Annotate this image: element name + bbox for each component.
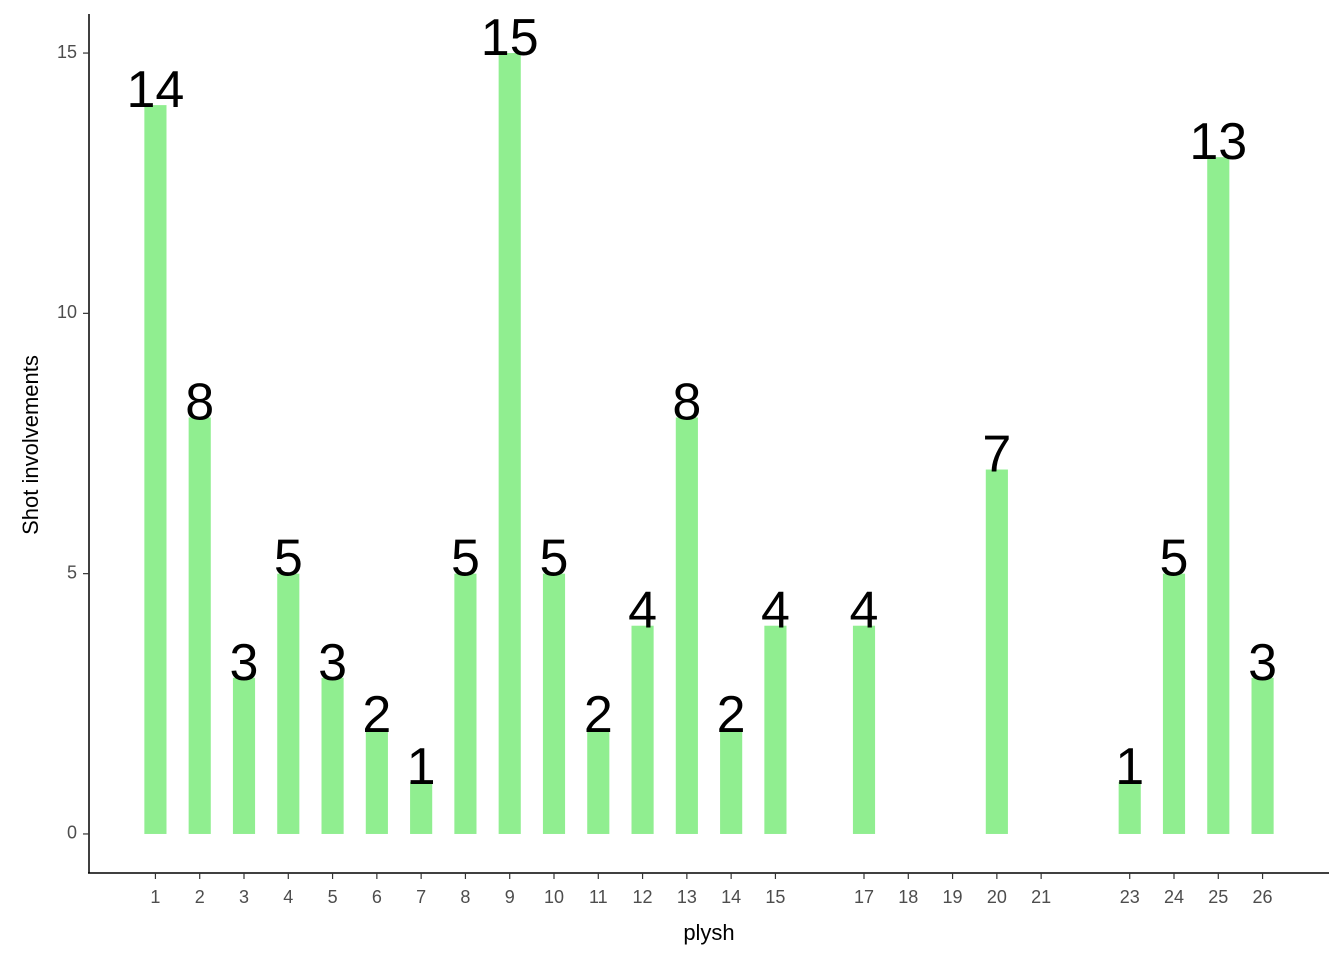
bar — [764, 625, 787, 834]
bar — [587, 729, 610, 834]
value-label: 8 — [672, 373, 701, 431]
value-label: 5 — [540, 530, 569, 588]
value-label: 1 — [407, 738, 436, 796]
y-axis-title: Shot involvements — [18, 355, 43, 535]
x-tick-label: 13 — [677, 887, 697, 907]
bar — [720, 729, 743, 834]
bar — [1118, 781, 1141, 834]
x-tick-label: 8 — [460, 887, 470, 907]
x-tick-label: 6 — [372, 887, 382, 907]
value-label: 14 — [127, 61, 185, 119]
value-label: 8 — [185, 373, 214, 431]
value-label: 3 — [318, 634, 347, 692]
x-tick-label: 12 — [633, 887, 653, 907]
x-tick-label: 24 — [1164, 887, 1184, 907]
x-tick-label: 9 — [505, 887, 515, 907]
y-tick-label: 10 — [57, 302, 77, 322]
bar — [277, 573, 300, 834]
bar — [454, 573, 477, 834]
y-tick-label: 0 — [67, 823, 77, 843]
value-label: 15 — [481, 9, 539, 67]
value-label: 7 — [982, 426, 1011, 484]
x-tick-label: 4 — [283, 887, 293, 907]
value-label: 2 — [362, 686, 391, 744]
bar — [188, 417, 211, 834]
value-label: 4 — [850, 582, 879, 640]
x-tick-label: 18 — [898, 887, 918, 907]
value-label: 3 — [230, 634, 259, 692]
bar — [232, 677, 256, 834]
x-tick-label: 14 — [721, 887, 741, 907]
value-label: 5 — [1160, 530, 1189, 588]
x-axis-title: plysh — [683, 920, 734, 945]
y-tick-label: 5 — [67, 562, 77, 582]
x-tick-label: 3 — [239, 887, 249, 907]
bar — [1162, 573, 1186, 834]
x-tick-label: 11 — [589, 887, 608, 907]
bar — [321, 677, 344, 834]
x-tick-label: 25 — [1208, 887, 1228, 907]
value-label: 2 — [584, 686, 613, 744]
x-tick-label: 2 — [195, 887, 205, 907]
x-tick-label: 20 — [987, 887, 1007, 907]
x-tick-label: 1 — [150, 887, 160, 907]
x-tick-label: 10 — [544, 887, 564, 907]
x-tick-label: 17 — [854, 887, 874, 907]
bar — [852, 625, 876, 834]
x-tick-label: 23 — [1120, 887, 1140, 907]
bar — [498, 53, 521, 834]
value-label: 4 — [628, 582, 657, 640]
x-tick-label: 19 — [943, 887, 963, 907]
x-tick-label: 21 — [1031, 887, 1051, 907]
bar — [542, 573, 566, 834]
x-tick-label: 26 — [1253, 887, 1273, 907]
x-tick-label: 5 — [328, 887, 338, 907]
bar — [1207, 157, 1230, 834]
value-label: 3 — [1248, 634, 1277, 692]
value-label: 13 — [1189, 113, 1247, 171]
value-label: 5 — [451, 530, 480, 588]
y-tick-label: 15 — [57, 42, 77, 62]
value-label: 1 — [1115, 738, 1144, 796]
bar — [985, 469, 1008, 834]
bar — [410, 781, 433, 834]
value-label: 4 — [761, 582, 790, 640]
x-tick-label: 7 — [416, 887, 426, 907]
x-tick-label: 15 — [765, 887, 785, 907]
bar — [631, 625, 654, 834]
bar — [675, 417, 698, 834]
bar — [144, 105, 167, 834]
bar — [1251, 677, 1274, 834]
value-label: 5 — [274, 530, 303, 588]
bar — [365, 729, 388, 834]
value-label: 2 — [717, 686, 746, 744]
